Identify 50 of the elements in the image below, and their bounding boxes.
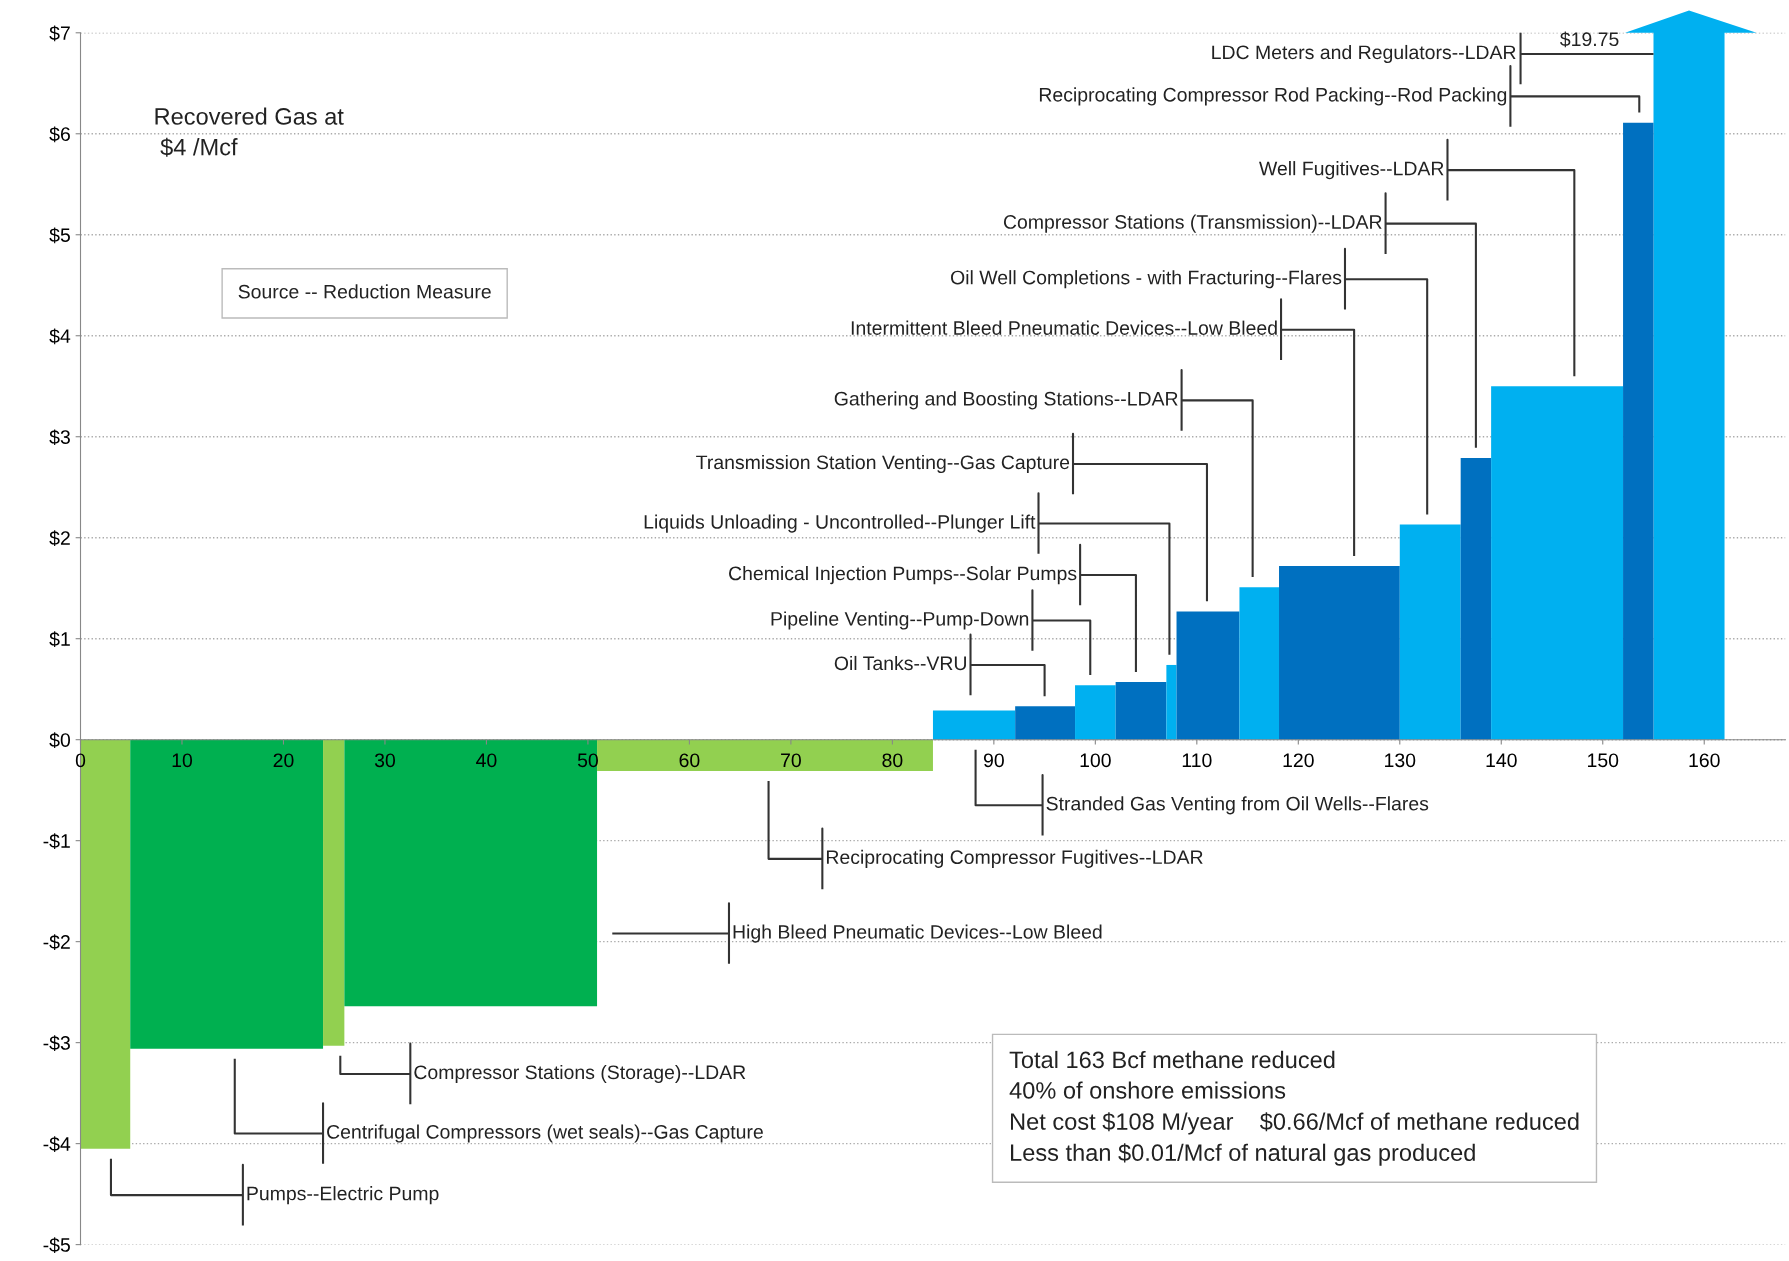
annotation: Chemical Injection Pumps--Solar Pumps [729,566,1077,585]
x-tick-label: 40 [476,753,497,768]
y-tick-label: -$2 [43,934,70,951]
x-tick-label: 130 [1385,753,1416,768]
x-tick-label: 150 [1588,753,1619,768]
x-tick-label: 120 [1283,753,1314,768]
x-tick-label: 90 [983,753,1004,768]
y-tick-label: $6 [49,126,70,143]
x-tick-label: 80 [882,753,903,768]
annotation: Transmission Station Venting--Gas Capture [696,454,1070,474]
annotation: Gathering and Boosting Stations--LDAR [834,391,1178,410]
y-tick-label: -$3 [43,1035,70,1052]
x-tick-label: 10 [172,753,193,768]
y-tick-label: $5 [49,227,70,244]
annotation: Total 163 Bcf methane reduced 40% of onshore emissions Net cost $108 M/year $0.66/Mcf of methane reduced Less than $0.01/Mcf of natural gas produced [1009,1050,1579,1166]
x-tick-label: 140 [1486,753,1517,768]
y-tick-label: $0 [49,732,71,749]
annotation: LDC Meters and Regulators--LDAR [1212,44,1516,64]
y-tick-label: $4 [49,328,71,345]
x-tick-label: 60 [679,753,700,768]
y-tick-label: -$5 [43,1237,70,1253]
annotation: High Bleed Pneumatic Devices--Low Bleed [733,924,1102,943]
annotation: Pumps--Electric Pump [247,1186,439,1205]
x-tick-label: 20 [273,753,294,768]
y-tick-label: -$1 [43,833,70,850]
annotation: $19.75 [1560,31,1619,48]
y-tick-label: $3 [49,429,70,446]
y-tick-label: $2 [49,530,70,547]
annotation: Well Fugitives--LDAR [1259,161,1444,180]
x-tick-label: 110 [1182,753,1212,768]
annotation: Stranded Gas Venting from Oil Wells--Flares [1046,796,1429,815]
annotation: Reciprocating Compressor Fugitives--LDAR [826,849,1203,868]
y-tick-label: -$4 [43,1136,71,1153]
x-tick-label: 30 [374,753,396,768]
annotation: Liquids Unloading - Uncontrolled--Plunger Lift [644,514,1036,533]
y-tick-label: $7 [49,25,70,42]
x-tick-label: 70 [781,753,801,768]
x-tick-label: 160 [1689,753,1720,768]
annotation: Pipeline Venting--Pump-Down [771,611,1029,630]
y-tick-label: $1 [49,631,70,648]
annotation: Source -- Reduction Measure [238,284,491,299]
annotation: Compressor Stations (Storage)--LDAR [414,1064,746,1084]
annotation: Reciprocating Compressor Rod Packing--Rod Packing [1039,87,1507,106]
annotation: Oil Well Completions - with Fracturing--Flares [951,270,1342,289]
annotation: Compressor Stations (Transmission)--LDAR [1003,214,1382,233]
annotation: Intermittent Bleed Pneumatic Devices--Low Bleed [851,320,1277,335]
annotation: Recovered Gas at $4 /Mcf [155,107,344,157]
x-tick-label: 100 [1080,753,1111,768]
annotation: Centrifugal Compressors (wet seals)--Gas Capture [327,1124,763,1143]
annotation: Oil Tanks--VRU [834,655,966,671]
